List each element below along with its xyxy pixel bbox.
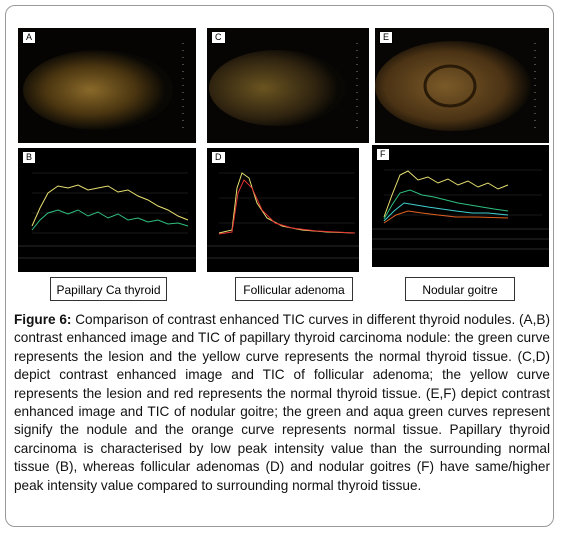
tic-chart-image: D xyxy=(207,148,359,272)
ultrasound-image: A xyxy=(18,28,196,143)
image xyxy=(18,28,196,143)
panel-letter: F xyxy=(376,148,390,161)
ultrasound-image: C xyxy=(207,28,369,143)
image xyxy=(207,28,369,143)
tic-chart-image: B xyxy=(18,148,196,272)
caption-text: Comparison of contrast enhanced TIC curv… xyxy=(14,312,550,493)
image xyxy=(372,145,549,267)
panel-label: Follicular adenoma xyxy=(235,277,353,301)
image xyxy=(18,148,196,272)
image xyxy=(375,28,549,143)
panel-letter: C xyxy=(211,31,226,44)
panel-letter: D xyxy=(211,151,226,164)
panel-letter: E xyxy=(379,31,394,44)
panel-label: Papillary Ca thyroid xyxy=(50,277,167,301)
panel-label: Nodular goitre xyxy=(405,277,515,301)
tic-chart-image: F xyxy=(372,145,549,267)
figure-caption: Figure 6: Comparison of contrast enhance… xyxy=(14,311,550,495)
figure-frame xyxy=(5,5,554,527)
panel-letter: B xyxy=(22,151,37,164)
panel-letter: A xyxy=(22,31,37,44)
image xyxy=(207,148,359,272)
caption-label: Figure 6: xyxy=(14,312,72,327)
ultrasound-image: E xyxy=(375,28,549,143)
